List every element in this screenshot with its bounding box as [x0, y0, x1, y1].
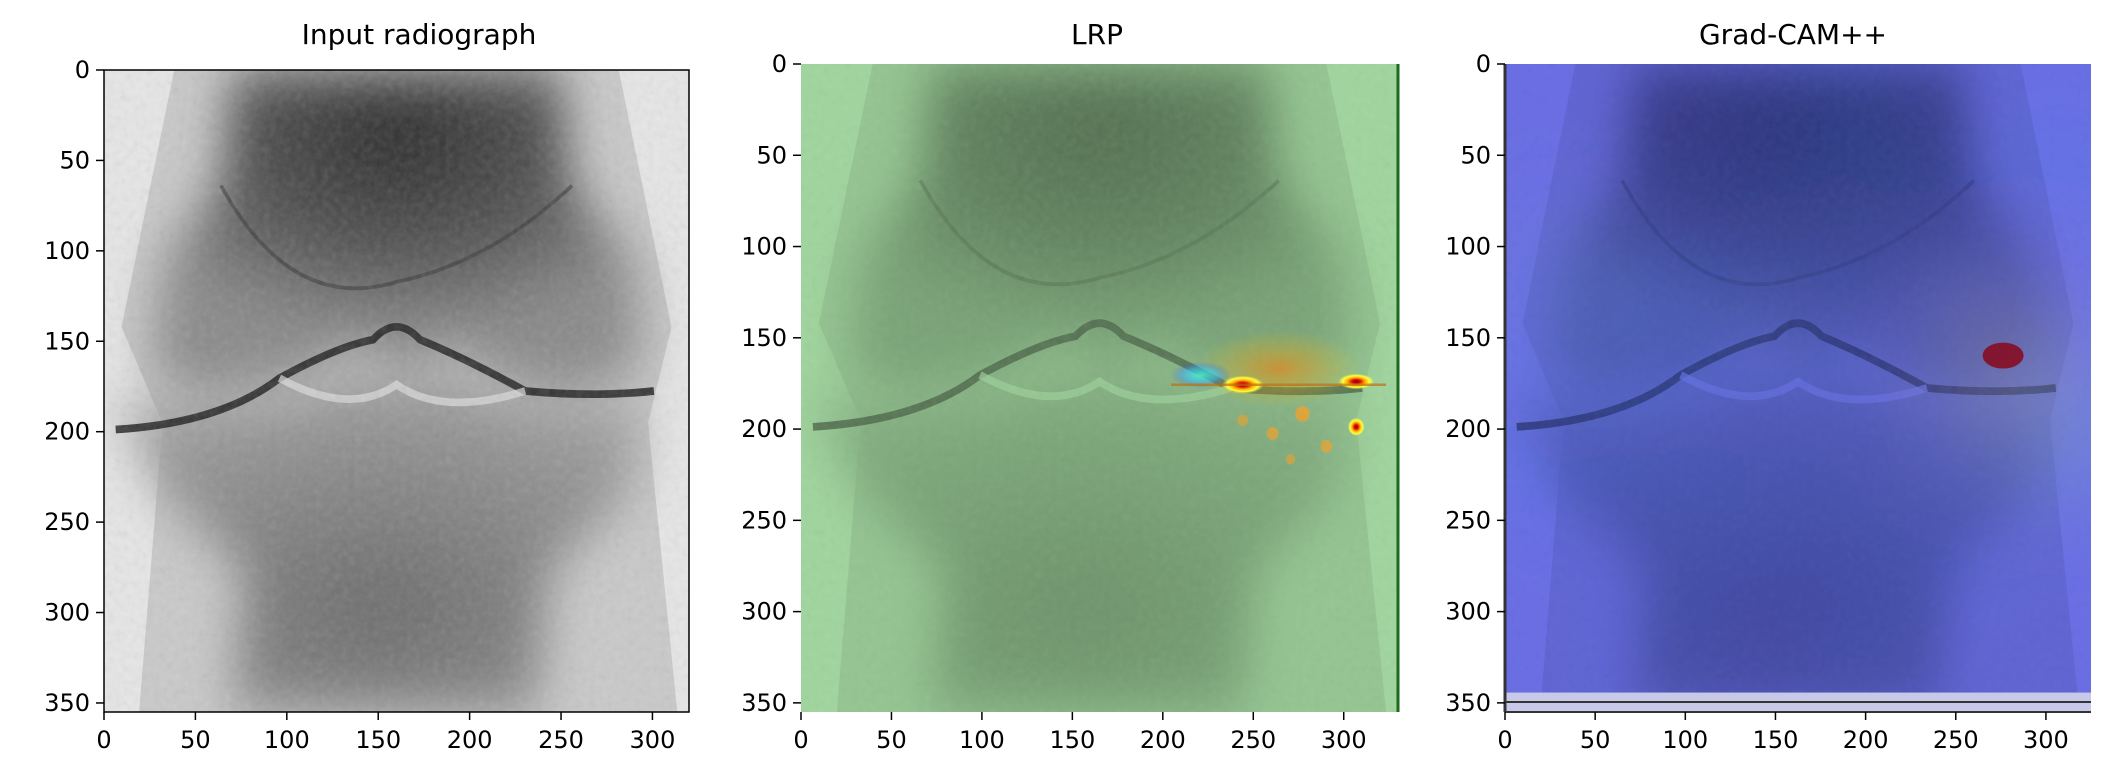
panel-title: LRP	[1071, 18, 1123, 51]
y-tick-label: 200	[44, 418, 90, 446]
panel-input-radiograph: Input radiograph 0 50 100 150 200 250 300 0 50 1…	[44, 18, 690, 754]
x-tick-label: 300	[630, 726, 676, 754]
x-tick-label: 150	[355, 726, 401, 754]
x-axis: 0 50 100 150 200 250 300	[793, 712, 1367, 754]
y-tick-label: 0	[75, 56, 90, 84]
y-tick-label: 100	[741, 233, 787, 261]
x-tick-label: 150	[1753, 726, 1799, 754]
x-tick-label: 200	[1843, 726, 1889, 754]
x-tick-label: 250	[1230, 726, 1276, 754]
y-tick-label: 350	[741, 689, 787, 717]
x-axis: 0 50 100 150 200 250 300	[96, 712, 675, 754]
y-tick-label: 300	[741, 598, 787, 626]
y-tick-label: 350	[44, 689, 90, 717]
x-tick-label: 100	[264, 726, 310, 754]
y-tick-label: 150	[1445, 324, 1491, 352]
x-tick-label: 0	[1497, 726, 1512, 754]
y-tick-label: 50	[59, 146, 90, 174]
y-tick-label: 250	[44, 508, 90, 536]
x-tick-label: 300	[2023, 726, 2069, 754]
y-tick-label: 100	[1445, 233, 1491, 261]
y-tick-label: 250	[1445, 506, 1491, 534]
x-tick-label: 250	[538, 726, 584, 754]
y-tick-label: 150	[741, 324, 787, 352]
y-tick-label: 100	[44, 237, 90, 265]
x-tick-label: 100	[959, 726, 1005, 754]
y-axis: 0 50 100 150 200 250 300 350	[741, 50, 801, 717]
x-tick-label: 300	[1321, 726, 1367, 754]
x-tick-label: 0	[96, 726, 111, 754]
x-tick-label: 150	[1049, 726, 1095, 754]
x-tick-label: 100	[1662, 726, 1708, 754]
y-tick-label: 300	[44, 599, 90, 627]
y-tick-label: 0	[1476, 50, 1491, 78]
y-axis: 0 50 100 150 200 250 300 350	[44, 56, 104, 717]
x-tick-label: 50	[1580, 726, 1611, 754]
x-tick-label: 50	[876, 726, 907, 754]
x-tick-label: 0	[793, 726, 808, 754]
y-tick-label: 50	[1460, 141, 1491, 169]
y-tick-label: 250	[741, 506, 787, 534]
y-tick-label: 50	[756, 141, 787, 169]
x-tick-label: 200	[1140, 726, 1186, 754]
panel-grad-cam-plus-plus: Grad-CAM++	[1445, 18, 2091, 754]
panel-title: Grad-CAM++	[1699, 18, 1887, 51]
x-tick-label: 50	[180, 726, 211, 754]
panel-lrp: LRP 0 50 100 150 200 250 300 0 50	[741, 18, 1400, 754]
lrp-overlay-image	[801, 64, 1400, 712]
y-tick-label: 200	[741, 415, 787, 443]
x-axis: 0 50 100 150 200 250 300	[1497, 712, 2069, 754]
radiograph-image	[103, 69, 690, 713]
panel-title: Input radiograph	[302, 18, 537, 51]
y-tick-label: 200	[1445, 415, 1491, 443]
y-tick-label: 150	[44, 327, 90, 355]
grad-cam-overlay-image	[1503, 64, 2091, 713]
y-tick-label: 0	[772, 50, 787, 78]
x-tick-label: 200	[447, 726, 493, 754]
x-tick-label: 250	[1933, 726, 1979, 754]
y-tick-label: 300	[1445, 598, 1491, 626]
y-tick-label: 350	[1445, 689, 1491, 717]
y-axis: 0 50 100 150 200 250 300 350	[1445, 50, 1505, 717]
